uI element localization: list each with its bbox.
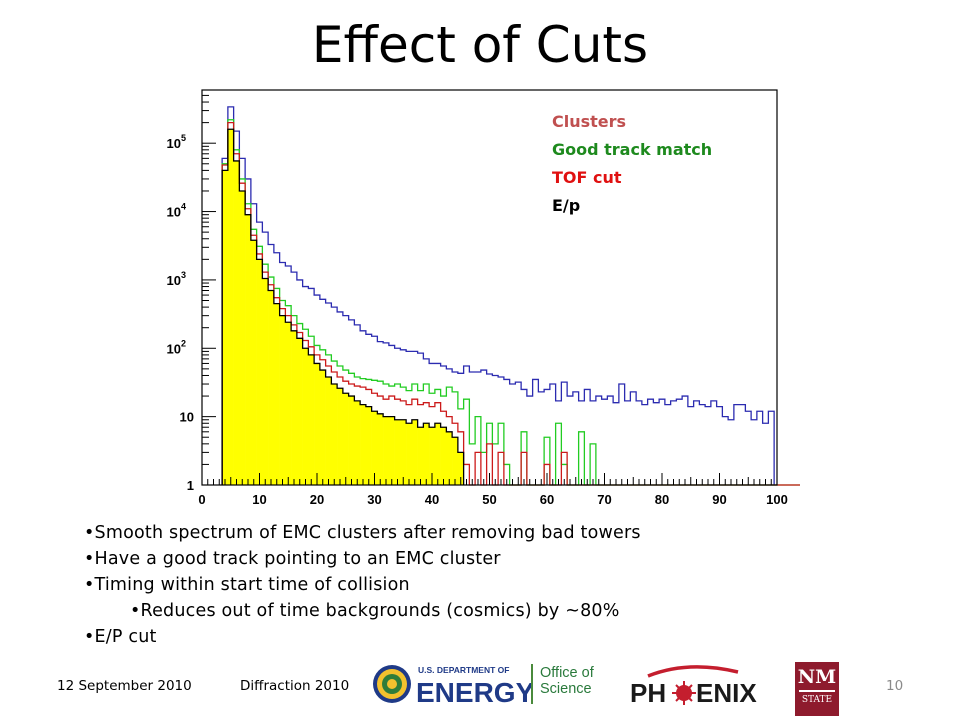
- phenix-text-left: PH: [630, 678, 666, 708]
- x-tick-label: 100: [766, 492, 788, 507]
- histogram-bin: [262, 278, 269, 485]
- histogram-bin: [296, 338, 303, 485]
- slide-title: Effect of Cuts: [311, 16, 649, 74]
- y-axis: 1 10 102 103 104 105: [167, 89, 216, 493]
- histogram-bin: [440, 427, 447, 485]
- histogram-bin: [342, 393, 349, 485]
- histogram-series-line: [221, 128, 465, 485]
- histogram-bin: [308, 354, 315, 485]
- histogram-bin: [250, 240, 257, 485]
- histogram-bin: [245, 214, 252, 486]
- office-divider: [531, 664, 533, 704]
- histogram-series-line: [221, 106, 775, 485]
- phenix-swoosh-icon: [647, 665, 739, 678]
- chart-legend: Clusters Good track match TOF cut E/p: [552, 112, 712, 215]
- bullet-item: •Timing within start time of collision: [84, 575, 410, 595]
- histogram-bin: [383, 416, 390, 485]
- legend-entry: Clusters: [552, 112, 626, 131]
- y-tick-label: 102: [167, 338, 186, 356]
- histogram-bin: [268, 290, 275, 485]
- histogram-bin: [400, 419, 407, 485]
- phenix-star-icon: [672, 681, 696, 705]
- y-tick-label: 103: [167, 270, 186, 288]
- x-tick-label: 70: [597, 492, 611, 507]
- histogram-bin: [429, 427, 436, 485]
- slide-number: 10: [886, 678, 904, 694]
- histogram-bin: [377, 413, 384, 485]
- phenix-logo: PH ENIX: [630, 665, 757, 708]
- histogram-bin: [457, 452, 464, 485]
- histogram-bin: [256, 259, 263, 485]
- histogram-bin: [406, 423, 413, 485]
- histogram-bin: [239, 190, 246, 486]
- bullet-item: •Have a good track pointing to an EMC cl…: [84, 549, 501, 569]
- histogram-bin: [233, 160, 240, 486]
- legend-entry: Good track match: [552, 140, 712, 159]
- histogram-bin: [434, 423, 441, 485]
- bullet-item: •Smooth spectrum of EMC clusters after r…: [84, 523, 641, 543]
- phenix-text-right: ENIX: [696, 678, 757, 708]
- histogram-bin: [360, 404, 367, 485]
- histogram-bin: [354, 400, 361, 485]
- histogram-bin: [337, 388, 344, 485]
- footer-date: 12 September 2010: [57, 678, 192, 694]
- histogram-bin: [273, 303, 280, 485]
- histogram-bin: [388, 416, 395, 485]
- histogram-bin: [417, 427, 424, 485]
- bullet-item: •E/P cut: [84, 627, 157, 647]
- y-tick-label: 1: [187, 478, 194, 493]
- state-text: STATE: [801, 695, 833, 705]
- doe-logo: U.S. DEPARTMENT OF ENERGY: [373, 665, 532, 708]
- x-axis: 0 10 20 30 40 50 60 70 80 90 100: [198, 473, 788, 507]
- histogram-fill-layer: [222, 129, 464, 486]
- x-tick-label: 10: [252, 492, 266, 507]
- histogram-bin: [325, 377, 332, 485]
- doe-energy-text: ENERGY: [416, 677, 532, 708]
- histogram-bin: [411, 419, 418, 485]
- histogram-bin: [446, 431, 453, 485]
- histogram-bin: [222, 170, 229, 485]
- histogram-bin: [302, 348, 309, 485]
- legend-entry: TOF cut: [552, 168, 622, 187]
- office-line-1: Office of: [540, 665, 594, 681]
- histogram-bin: [227, 129, 234, 485]
- histogram-bin: [314, 363, 321, 485]
- histogram-bin: [319, 370, 326, 485]
- histogram-bin: [365, 406, 372, 485]
- y-tick-label: 104: [167, 202, 186, 220]
- histogram-bin: [348, 396, 355, 485]
- x-tick-label: 50: [482, 492, 496, 507]
- histogram-bin: [279, 315, 286, 485]
- office-of-science-logo: Office of Science: [540, 665, 594, 697]
- nm-divider: [799, 690, 835, 692]
- x-tick-label: 0: [198, 492, 205, 507]
- histogram-bin: [452, 437, 459, 485]
- legend-entry: E/p: [552, 196, 580, 215]
- x-tick-label: 80: [655, 492, 669, 507]
- x-tick-label: 20: [310, 492, 324, 507]
- doe-seal-icon: [373, 665, 411, 703]
- histogram-bin: [285, 322, 292, 485]
- nm-state-logo: NM STATE: [795, 662, 839, 716]
- histogram-bin: [291, 330, 298, 485]
- doe-small-text: U.S. DEPARTMENT OF: [418, 665, 509, 675]
- y-tick-label: 10: [180, 410, 194, 425]
- y-tick-label: 105: [167, 133, 186, 151]
- histogram-bin: [394, 419, 401, 485]
- x-tick-label: 30: [367, 492, 381, 507]
- footer-event: Diffraction 2010: [240, 678, 350, 694]
- sub-bullet-item: •Reduces out of time backgrounds (cosmic…: [130, 601, 620, 621]
- x-tick-label: 60: [540, 492, 554, 507]
- histogram-bin: [371, 411, 378, 485]
- office-line-2: Science: [540, 681, 592, 697]
- bullet-list: •Smooth spectrum of EMC clusters after r…: [84, 520, 641, 650]
- x-tick-label: 40: [425, 492, 439, 507]
- x-tick-label: 90: [712, 492, 726, 507]
- histogram-bin: [423, 423, 430, 485]
- nm-text: NM: [797, 666, 837, 688]
- histogram-bin: [331, 384, 338, 485]
